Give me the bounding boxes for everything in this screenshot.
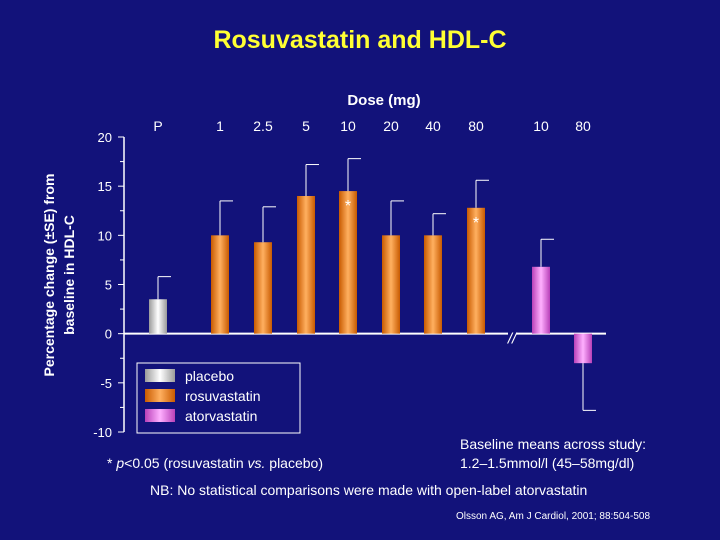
x-tick-label: 10 xyxy=(340,118,356,134)
nb-note: NB: No statistical comparisons were made… xyxy=(150,482,588,498)
bar-placebo xyxy=(149,299,167,334)
footnote-mid: <0.05 (rosuvastatin xyxy=(124,455,248,471)
significance-marker: * xyxy=(473,215,479,232)
x-tick-label: 80 xyxy=(468,118,484,134)
y-tick-label: 10 xyxy=(98,228,112,243)
y-tick-label: -5 xyxy=(100,376,112,391)
bar-rosuvastatin xyxy=(297,196,315,334)
y-tick-label: 15 xyxy=(98,179,112,194)
y-axis-label-line2: baseline in HDL-C xyxy=(61,215,77,335)
bar-rosuvastatin xyxy=(211,235,229,334)
slide-title: Rosuvastatin and HDL-C xyxy=(213,26,507,54)
y-axis-label-line1: Percentage change (±SE) from xyxy=(41,174,57,377)
legend-swatch-atorvastatin xyxy=(145,409,175,422)
legend-swatch-rosuvastatin xyxy=(145,389,175,402)
legend-label-placebo: placebo xyxy=(185,368,234,384)
footnote-p: p xyxy=(116,455,125,471)
y-tick-label: -10 xyxy=(93,425,112,440)
bar-rosuvastatin xyxy=(382,235,400,334)
bar-rosuvastatin xyxy=(467,207,485,334)
footnote-vs: vs. xyxy=(247,455,266,471)
footnote-marker: * xyxy=(107,455,117,471)
y-tick-label: 0 xyxy=(105,327,112,342)
y-tick-label: 20 xyxy=(98,130,112,145)
x-tick-label: 40 xyxy=(425,118,441,134)
baseline-line2: 1.2–1.5mmol/l (45–58mg/dl) xyxy=(460,455,635,471)
bar-atorvastatin xyxy=(574,333,592,364)
legend-label-rosuvastatin: rosuvastatin xyxy=(185,388,260,404)
footnote: * p<0.05 (rosuvastatin vs. placebo) xyxy=(107,455,323,471)
legend-swatch-placebo xyxy=(145,369,175,382)
bar-rosuvastatin xyxy=(339,191,357,334)
x-tick-label: P xyxy=(153,118,162,134)
x-axis-label: Dose (mg) xyxy=(347,92,420,109)
axis-break-marker: // xyxy=(507,331,518,348)
significance-marker: * xyxy=(345,198,351,215)
x-tick-label: 20 xyxy=(383,118,399,134)
footnote-end: placebo) xyxy=(265,455,323,471)
x-tick-label: 1 xyxy=(216,118,224,134)
x-tick-label: 5 xyxy=(302,118,310,134)
citation: Olsson AG, Am J Cardiol, 2001; 88:504-50… xyxy=(456,511,650,522)
x-tick-label: 2.5 xyxy=(253,118,273,134)
legend-label-atorvastatin: atorvastatin xyxy=(185,408,257,424)
bar-rosuvastatin xyxy=(424,235,442,334)
baseline-line1: Baseline means across study: xyxy=(460,436,646,452)
x-tick-label: 10 xyxy=(533,118,549,134)
legend-box xyxy=(136,362,301,434)
x-tick-label: 80 xyxy=(575,118,591,134)
bar-atorvastatin xyxy=(532,266,550,334)
y-tick-label: 5 xyxy=(105,278,112,293)
bar-rosuvastatin xyxy=(254,242,272,334)
